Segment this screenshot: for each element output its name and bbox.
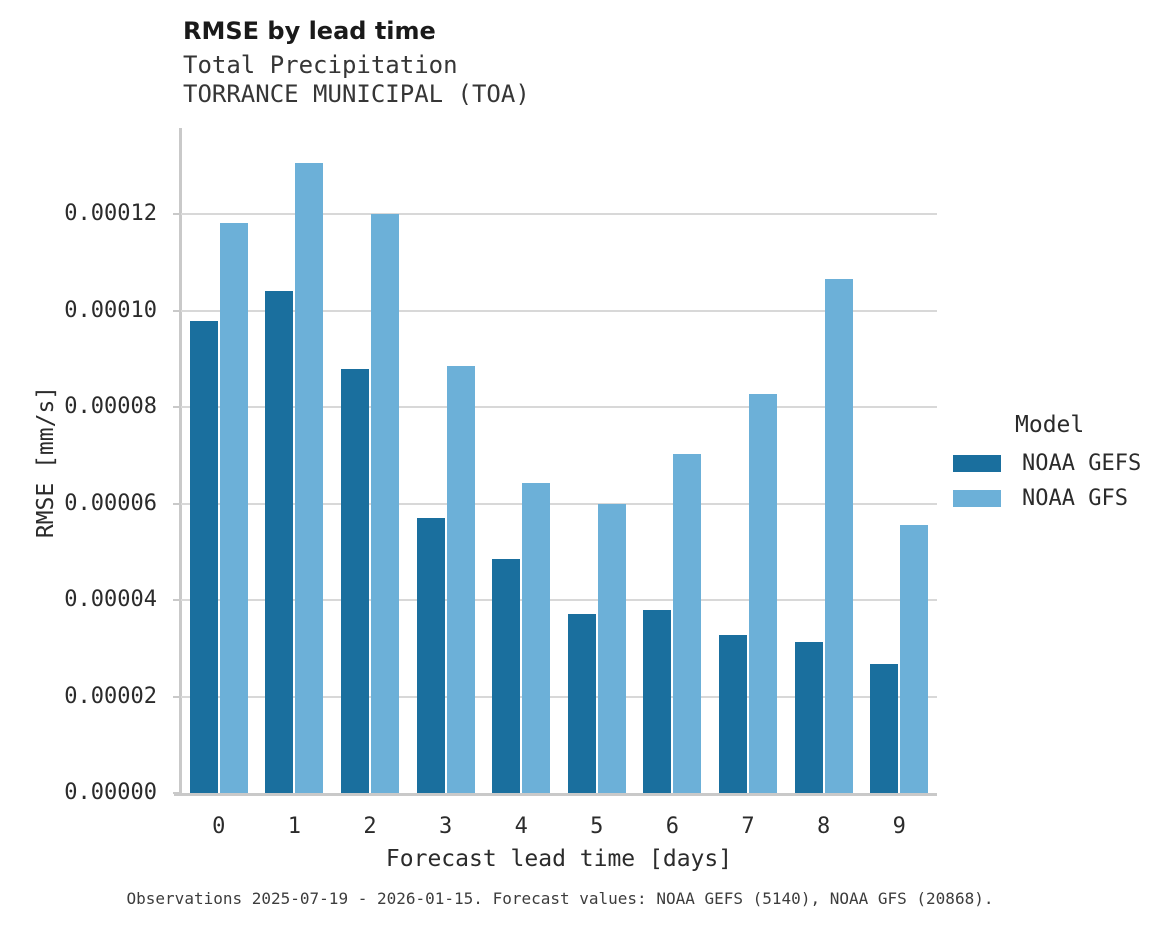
bar-noaa-gefs-lead-8 bbox=[794, 642, 823, 793]
bar-noaa-gfs-lead-9 bbox=[900, 524, 929, 793]
y-axis-spine bbox=[179, 128, 182, 796]
y-tick-label: 0.00008 bbox=[64, 394, 157, 419]
bar-noaa-gfs-lead-7 bbox=[749, 393, 777, 793]
x-tick-label-0: 0 bbox=[212, 814, 226, 839]
y-tick-mark bbox=[173, 213, 180, 215]
gridline-0.00012 bbox=[181, 213, 937, 215]
x-tick-label-7: 7 bbox=[741, 814, 755, 839]
x-tick-label-2: 2 bbox=[363, 814, 377, 839]
bar-noaa-gfs-lead-0 bbox=[219, 222, 248, 793]
bar-noaa-gefs-lead-1 bbox=[265, 291, 294, 793]
legend-swatch bbox=[953, 490, 1001, 507]
y-tick-mark bbox=[173, 599, 180, 601]
bar-noaa-gfs-lead-5 bbox=[597, 503, 626, 793]
x-tick-label-4: 4 bbox=[514, 814, 528, 839]
y-tick-label: 0.00004 bbox=[64, 587, 157, 612]
gridline-0.00002 bbox=[181, 695, 937, 698]
gridline-0.00004 bbox=[181, 599, 937, 601]
y-tick-label: 0.00006 bbox=[64, 490, 157, 516]
x-axis-spine bbox=[174, 793, 937, 796]
legend-label: NOAA GEFS bbox=[1022, 451, 1142, 476]
bar-noaa-gefs-lead-7 bbox=[719, 635, 747, 793]
bar-noaa-gefs-lead-0 bbox=[189, 321, 218, 793]
y-tick-label: 0.00000 bbox=[64, 780, 157, 805]
bar-noaa-gfs-lead-4 bbox=[522, 483, 551, 793]
y-axis-title: RMSE [mm/s] bbox=[33, 385, 59, 539]
caption-text: Observations 2025-07-19 - 2026-01-15. Fo… bbox=[126, 889, 994, 908]
legend-label: NOAA GFS bbox=[1022, 486, 1128, 511]
x-tick-label-1: 1 bbox=[287, 814, 302, 839]
gridline-0.00006 bbox=[181, 502, 937, 505]
x-tick-label-9: 9 bbox=[892, 814, 906, 839]
bar-noaa-gfs-lead-2 bbox=[371, 214, 399, 793]
bar-noaa-gfs-lead-8 bbox=[824, 279, 853, 793]
legend-title: Model bbox=[1015, 412, 1085, 438]
y-tick-mark bbox=[173, 309, 180, 312]
legend-swatch bbox=[953, 455, 1001, 472]
gridline-0.00010 bbox=[181, 309, 937, 312]
legend: Model NOAA GEFS NOAA GFS bbox=[953, 412, 1168, 520]
bar-noaa-gefs-lead-6 bbox=[643, 610, 672, 793]
bar-noaa-gfs-lead-1 bbox=[295, 162, 324, 793]
y-tick-label: 0.00012 bbox=[64, 201, 157, 226]
y-tick-label: 0.00010 bbox=[64, 297, 157, 323]
x-tick-label-5: 5 bbox=[590, 814, 604, 839]
y-tick-mark bbox=[173, 502, 180, 505]
y-tick-mark bbox=[173, 406, 180, 408]
bar-noaa-gfs-lead-3 bbox=[446, 366, 475, 793]
chart-subtitle-station: TORRANCE MUNICIPAL (TOA) bbox=[183, 80, 530, 108]
bar-noaa-gfs-lead-6 bbox=[673, 453, 702, 793]
legend-item-noaa-gefs: NOAA GEFS bbox=[953, 450, 1168, 485]
bar-noaa-gefs-lead-9 bbox=[870, 664, 899, 793]
y-tick-mark bbox=[173, 695, 180, 698]
x-axis-title: Forecast lead time [days] bbox=[385, 846, 733, 872]
bar-noaa-gefs-lead-4 bbox=[492, 559, 521, 793]
bar-noaa-gefs-lead-3 bbox=[416, 518, 445, 793]
chart-title: RMSE by lead time bbox=[183, 17, 436, 45]
y-tick-label: 0.00002 bbox=[64, 683, 157, 709]
legend-item-noaa-gfs: NOAA GFS bbox=[953, 485, 1168, 520]
x-tick-label-3: 3 bbox=[438, 814, 453, 839]
bar-noaa-gefs-lead-5 bbox=[567, 613, 596, 793]
x-tick-label-8: 8 bbox=[816, 814, 831, 839]
x-tick-label-6: 6 bbox=[665, 814, 680, 839]
gridline-0.00008 bbox=[181, 406, 937, 408]
plot-area bbox=[181, 128, 937, 793]
chart-subtitle-variable: Total Precipitation bbox=[183, 51, 458, 79]
bar-noaa-gefs-lead-2 bbox=[341, 369, 369, 793]
